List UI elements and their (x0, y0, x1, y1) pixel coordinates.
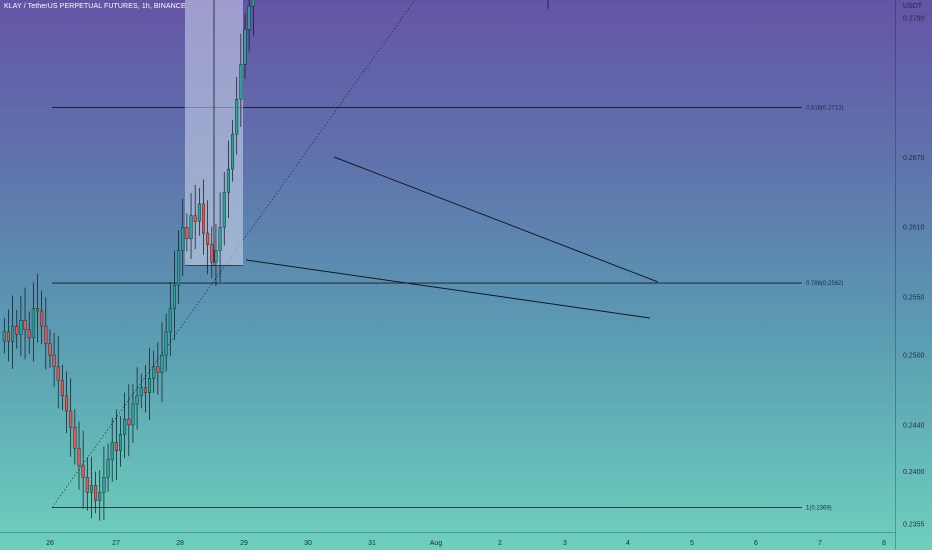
price-tick-label: 0.2610 (903, 225, 925, 232)
candle-body (123, 418, 127, 435)
candle-body (235, 99, 239, 135)
candle-body (77, 447, 81, 466)
price-tick-label: 0.2355 (903, 521, 925, 528)
time-tick-label: 31 (368, 540, 376, 547)
candle-body (131, 403, 135, 426)
candle-body (181, 227, 185, 251)
candle-body (2, 331, 6, 342)
candle-body (201, 203, 205, 234)
fib-trend-line (51, 0, 416, 508)
candle-body (251, 0, 255, 7)
currency-label: USDT (903, 3, 923, 10)
price-tick-label: 0.2400 (903, 469, 925, 476)
candle-body (156, 366, 160, 373)
time-tick-label: 2 (498, 540, 502, 547)
fib-level-label: 0.618(0.2713) (806, 105, 843, 111)
candle-body (118, 434, 122, 451)
candle-body (189, 215, 193, 240)
price-tick-label: 0.2790 (903, 15, 925, 22)
time-tick-label: 7 (818, 540, 822, 547)
fib-level-label: 0.786(0.2562) (806, 281, 843, 287)
time-tick-label: 6 (754, 540, 758, 547)
time-tick-label: 26 (46, 540, 54, 547)
time-tick-label: 29 (240, 540, 248, 547)
candle-body (27, 329, 31, 338)
candle-body (231, 133, 235, 170)
candle-body (40, 310, 44, 327)
candle-body (31, 308, 35, 338)
time-tick-label: 3 (563, 540, 567, 547)
candle-body (110, 442, 114, 461)
candle-body (222, 192, 226, 228)
fib-level-label: 1(0.2369) (806, 506, 832, 512)
candle-body (172, 285, 176, 309)
candle-body (185, 227, 189, 240)
time-tick-label: Aug (430, 540, 443, 547)
candle-body (36, 308, 40, 312)
candle-body (73, 427, 77, 449)
symbol-header: KLAY / TetherUS PERPETUAL FUTURES, 1h, B… (4, 3, 186, 10)
candle-body (98, 492, 102, 501)
candle-body (168, 308, 172, 333)
candles (2, 0, 549, 521)
candle-body (206, 232, 210, 245)
candle-body (210, 244, 214, 263)
candle-body (193, 215, 197, 222)
candle-body (94, 485, 98, 501)
candle-body (102, 477, 106, 493)
candle-body (164, 331, 168, 356)
time-tick-label: 27 (112, 540, 120, 547)
candle-body (247, 6, 251, 30)
candle-body (127, 418, 131, 426)
candle-body (48, 343, 52, 356)
candle-body (52, 354, 56, 367)
time-tick-label: 8 (882, 540, 886, 547)
candle-body (243, 29, 247, 65)
candle-body (152, 366, 156, 379)
candle-body (139, 387, 143, 397)
candle-body (69, 410, 73, 428)
candle-body (218, 227, 222, 251)
time-tick-label: 4 (626, 540, 630, 547)
candle-body (15, 325, 19, 335)
candle-body (214, 250, 218, 263)
candle-body (19, 320, 23, 335)
candle-body (160, 354, 164, 373)
candle-body (197, 203, 201, 222)
price-tick-label: 0.2670 (903, 155, 925, 162)
time-scale-border (0, 532, 895, 533)
price-tick-label: 0.2550 (903, 294, 925, 301)
lower-wedge-line (245, 259, 651, 319)
candle-body (56, 366, 60, 381)
upper-wedge-line (333, 156, 659, 283)
candle-body (85, 477, 89, 493)
candle-body (239, 64, 243, 100)
time-tick-label: 28 (176, 540, 184, 547)
candle-body (11, 325, 15, 342)
time-tick-label: 30 (304, 540, 312, 547)
candle-body (44, 325, 48, 344)
candle-body (81, 465, 85, 478)
candle-body (23, 320, 27, 330)
candle-body (226, 168, 230, 193)
price-tick-label: 0.2440 (903, 422, 925, 429)
time-tick-label: 5 (690, 540, 694, 547)
candle-body (60, 380, 64, 397)
candle-body (6, 331, 10, 342)
price-scale-border (895, 0, 896, 550)
candle-body (135, 395, 139, 405)
candle-body (89, 485, 93, 493)
price-tick-label: 0.2500 (903, 353, 925, 360)
candle-body (106, 459, 110, 478)
candle-body (65, 395, 69, 412)
candle-body (114, 442, 118, 451)
candle-body (148, 378, 152, 393)
candle-body (177, 250, 181, 286)
candle-body (143, 387, 147, 393)
